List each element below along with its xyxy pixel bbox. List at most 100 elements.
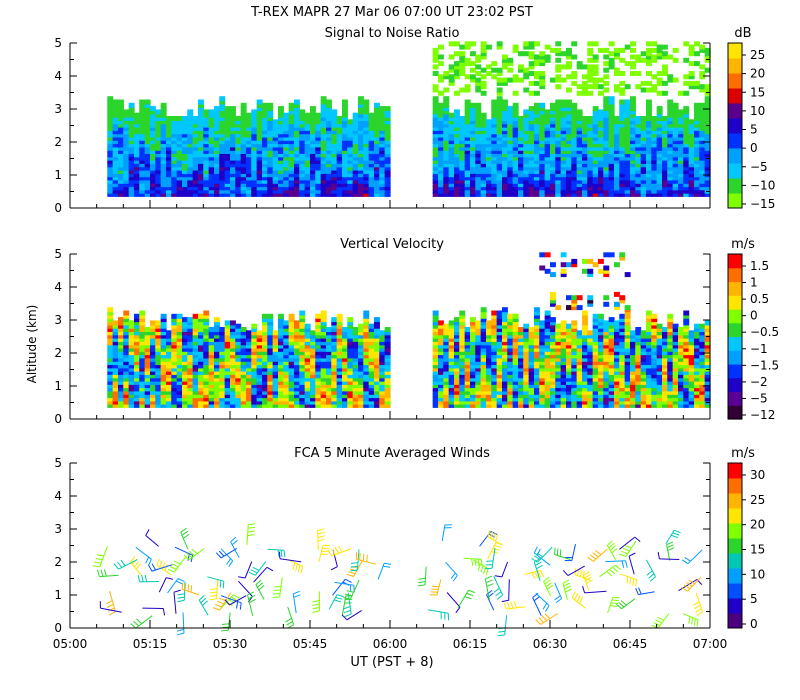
heatmap-cell: [230, 346, 236, 352]
heatmap-cell: [128, 122, 135, 128]
heatmap-cell: [336, 172, 343, 178]
heatmap-cell: [651, 158, 658, 164]
heatmap-cell: [294, 112, 300, 118]
heatmap-cell: [240, 376, 247, 382]
heatmap-cell: [384, 172, 391, 178]
heatmap-cell: [214, 376, 220, 382]
heatmap-cell: [443, 119, 450, 125]
heatmap-cell: [486, 396, 492, 402]
heatmap-cell: [624, 165, 631, 171]
heatmap-cell: [459, 353, 466, 359]
heatmap-cell: [352, 360, 359, 366]
heatmap-cell: [464, 383, 471, 389]
heatmap-cell: [384, 109, 391, 115]
heatmap-cell: [491, 346, 498, 352]
heatmap-cell: [150, 320, 156, 326]
heatmap-cell: [448, 389, 455, 395]
heatmap-cell: [155, 158, 162, 164]
heatmap-cell: [251, 346, 258, 352]
heatmap-cell: [198, 142, 204, 148]
heatmap-cell: [203, 393, 210, 399]
heatmap-cell: [672, 188, 679, 194]
heatmap-cell: [224, 350, 231, 356]
heatmap-cell: [464, 356, 471, 362]
heatmap-cell: [107, 162, 114, 168]
heatmap-cell: [624, 99, 631, 105]
heatmap-cell: [486, 175, 492, 181]
heatmap-cell: [283, 175, 290, 181]
heatmap-cell: [358, 158, 364, 164]
heatmap-cell: [342, 386, 348, 392]
heatmap-cell: [139, 313, 146, 319]
heatmap-cell: [198, 102, 204, 108]
heatmap-cell: [592, 168, 599, 174]
heatmap-cell: [336, 116, 343, 121]
heatmap-cell: [326, 106, 332, 112]
heatmap-cell: [502, 191, 508, 197]
heatmap-cell: [315, 129, 322, 135]
heatmap-cell: [235, 119, 242, 125]
heatmap-cell: [443, 336, 450, 342]
heatmap-cell: [384, 112, 391, 118]
heatmap-cell: [598, 178, 604, 184]
heatmap-cell: [214, 172, 220, 178]
heatmap-cell: [544, 175, 551, 181]
colorbar-swatch: [728, 43, 742, 59]
heatmap-cell: [432, 71, 439, 76]
heatmap-cell: [219, 106, 226, 112]
heatmap-cell: [272, 340, 279, 346]
heatmap-cell: [683, 188, 690, 194]
heatmap-cell: [192, 369, 199, 375]
heatmap-cell: [619, 175, 626, 181]
heatmap-cell: [134, 360, 140, 366]
heatmap-cell: [502, 356, 508, 362]
heatmap-cell: [635, 158, 642, 164]
heatmap-cell: [544, 188, 551, 194]
heatmap-cell: [240, 119, 247, 125]
heatmap-cell: [267, 162, 274, 168]
heatmap-cell: [432, 310, 439, 316]
heatmap-cell: [251, 402, 258, 408]
heatmap-cell: [502, 125, 508, 131]
heatmap-cell: [166, 158, 172, 164]
heatmap-cell: [656, 191, 663, 197]
heatmap-cell: [374, 168, 380, 174]
heatmap-cell: [379, 142, 386, 148]
heatmap-cell: [320, 129, 327, 135]
heatmap-cell: [315, 135, 322, 141]
heatmap-cell: [320, 155, 327, 161]
heatmap-cell: [555, 178, 562, 184]
heatmap-cell: [278, 399, 284, 405]
heatmap-cell: [432, 353, 439, 359]
heatmap-cell: [336, 366, 343, 372]
heatmap-cell: [432, 129, 439, 135]
heatmap-cell: [203, 366, 210, 372]
heatmap-cell: [587, 158, 594, 164]
heatmap-cell: [656, 122, 663, 128]
heatmap-cell: [288, 383, 295, 389]
heatmap-cell: [694, 61, 700, 67]
heatmap-cell: [294, 178, 300, 184]
heatmap-cell: [512, 366, 519, 372]
heatmap-cell: [363, 369, 370, 375]
heatmap-cell: [480, 139, 487, 145]
heatmap-cell: [614, 116, 620, 121]
heatmap-cell: [155, 132, 162, 138]
heatmap-cell: [507, 139, 514, 145]
heatmap-cell: [438, 389, 444, 395]
heatmap-cell: [331, 162, 338, 168]
heatmap-cell: [203, 350, 210, 356]
heatmap-cell: [219, 96, 226, 102]
heatmap-cell: [251, 145, 258, 151]
heatmap-cell: [219, 333, 226, 339]
heatmap-cell: [592, 84, 599, 90]
heatmap-cell: [294, 125, 300, 131]
heatmap-cell: [454, 366, 460, 372]
heatmap-cell: [235, 122, 242, 128]
heatmap-cell: [166, 119, 172, 125]
heatmap-cell: [118, 379, 124, 385]
heatmap-cell: [438, 116, 444, 121]
heatmap-cell: [502, 182, 508, 188]
heatmap-cell: [678, 175, 684, 181]
heatmap-cell: [475, 71, 482, 76]
